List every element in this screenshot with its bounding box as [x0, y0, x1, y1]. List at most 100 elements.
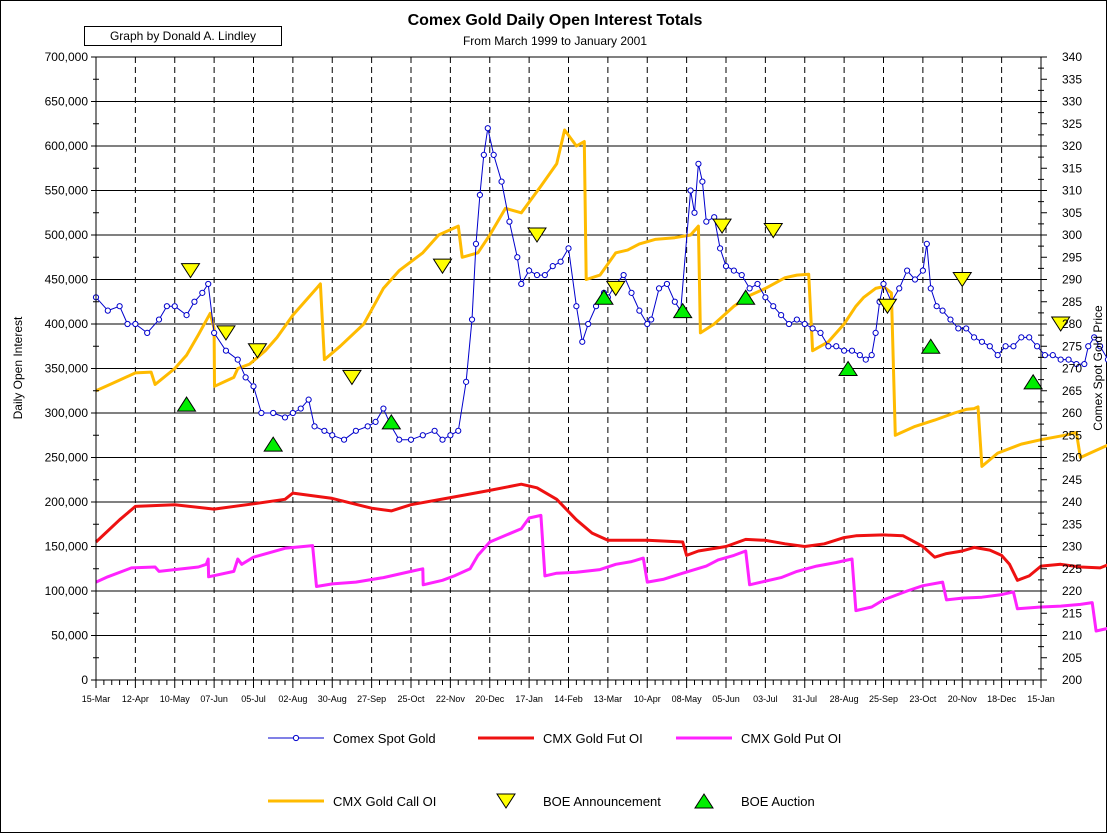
x-tick-label: 05-Jun	[712, 694, 740, 704]
y-tick-label: 0	[81, 673, 88, 687]
spot-gold-point	[372, 418, 379, 425]
spot-gold-point	[396, 436, 403, 443]
x-tick-label: 12-Apr	[122, 694, 149, 704]
boe-announcement-marker	[247, 343, 268, 359]
y2-tick-label: 200	[1062, 673, 1082, 687]
spot-gold-point	[644, 320, 651, 328]
spot-gold-point	[439, 436, 446, 443]
spot-gold-point	[778, 312, 785, 319]
spot-gold-point	[585, 320, 592, 328]
spot-gold-point	[1033, 343, 1041, 350]
x-tick-label: 10-Apr	[634, 694, 661, 704]
spot-gold-point	[526, 267, 533, 274]
spot-gold-point	[1018, 334, 1025, 341]
spot-gold-point	[896, 285, 903, 292]
spot-gold-point	[762, 294, 769, 301]
x-tick-label: 02-Aug	[278, 694, 307, 704]
spot-gold-point	[258, 409, 265, 417]
boe-auction-marker	[263, 436, 284, 452]
chart-subtitle: From March 1999 to January 2001	[462, 34, 648, 48]
spot-gold-point	[648, 316, 655, 323]
x-tick-label: 05-Jul	[241, 694, 266, 704]
spot-gold-point	[801, 320, 808, 328]
spot-gold-point	[557, 258, 564, 265]
spot-gold-point	[880, 280, 887, 288]
spot-gold-point	[1065, 356, 1072, 363]
y2-tick-label: 320	[1062, 139, 1082, 153]
y2-tick-label: 245	[1062, 473, 1082, 487]
spot-gold-point	[155, 316, 163, 323]
y2-tick-label: 270	[1062, 362, 1082, 376]
spot-gold-point	[1041, 352, 1049, 359]
y-tick-label: 50,000	[51, 629, 88, 643]
boe-announcement-marker	[216, 325, 236, 341]
spot-gold-point	[699, 178, 706, 185]
spot-gold-point	[124, 320, 131, 328]
boe-announcement-marker	[1050, 316, 1071, 332]
spot-gold-point	[919, 267, 926, 274]
spot-gold-point	[549, 263, 556, 270]
spot-gold-point	[911, 276, 919, 283]
spot-gold-point	[754, 280, 761, 288]
series-comex-spot-gold-line	[95, 127, 1107, 441]
spot-gold-point	[986, 343, 993, 350]
y2-tick-label: 325	[1062, 117, 1082, 131]
spot-gold-point	[579, 338, 586, 345]
y2-tick-label: 250	[1062, 451, 1082, 465]
boe-auction-marker	[1023, 373, 1044, 390]
x-tick-label: 25-Sep	[869, 694, 898, 704]
y-tick-label: 450,000	[45, 273, 89, 287]
spot-gold-point	[955, 325, 962, 332]
legend-boe-announcement-label: BOE Announcement	[543, 794, 661, 809]
spot-gold-point	[655, 285, 663, 292]
x-tick-label: 10-May	[160, 694, 191, 704]
series-layer	[92, 125, 1107, 633]
spot-gold-point	[1057, 356, 1064, 363]
x-tick-label: 14-Feb	[554, 694, 583, 704]
y-tick-label: 250,000	[45, 451, 89, 465]
boe-announcement-marker	[432, 258, 453, 275]
x-tick-label: 22-Nov	[436, 694, 466, 704]
legend-boe-auction-label: BOE Auction	[741, 794, 815, 809]
x-tick-label: 15-Mar	[82, 694, 111, 704]
spot-gold-point	[770, 303, 777, 310]
legend-comex-spot-gold-marker	[292, 734, 300, 742]
y2-tick-label: 255	[1062, 428, 1082, 442]
x-tick-label: 20-Dec	[475, 694, 505, 704]
spot-gold-point	[506, 218, 513, 225]
spot-gold-point	[722, 263, 730, 270]
legend-cmx-gold-put-oi-label: CMX Gold Put OI	[741, 731, 841, 746]
boe-announcement-marker	[763, 223, 784, 239]
spot-gold-point	[329, 432, 336, 439]
y2-tick-label: 290	[1062, 273, 1082, 287]
spot-gold-point	[872, 329, 879, 336]
spot-gold-point	[191, 298, 198, 305]
series-cmx-gold-fut-oi-line	[94, 482, 1107, 582]
spot-gold-point	[455, 427, 462, 434]
spot-gold-point	[311, 423, 318, 430]
x-tick-label: 27-Sep	[357, 694, 386, 704]
y-tick-label: 200,000	[45, 495, 89, 509]
spot-gold-point	[1073, 360, 1080, 368]
spot-gold-point	[144, 329, 151, 336]
spot-gold-point	[305, 396, 312, 403]
spot-gold-point	[476, 191, 484, 199]
y-tick-label: 650,000	[45, 95, 89, 109]
spot-gold-point	[289, 409, 296, 417]
spot-gold-point	[352, 427, 359, 434]
legend: Comex Spot Gold CMX Gold Fut OI CMX Gold P…	[268, 731, 841, 809]
spot-gold-point	[923, 240, 930, 247]
y2-tick-label: 340	[1062, 50, 1082, 64]
spot-gold-point	[939, 307, 946, 314]
boe-auction-marker	[838, 360, 858, 376]
axes: 0 50,000 100,000 150,000 200,000 250,000 300,0…	[45, 50, 1083, 704]
y2-tick-label: 220	[1062, 584, 1082, 598]
spot-gold-point	[419, 432, 426, 439]
x-tick-label: 30-Aug	[318, 694, 347, 704]
spot-gold-point	[573, 303, 580, 310]
spot-gold-point	[1049, 352, 1056, 359]
spot-gold-point	[738, 271, 745, 279]
boe-auction-marker	[672, 302, 693, 319]
spot-gold-point	[848, 347, 856, 354]
spot-gold-point	[463, 378, 470, 385]
